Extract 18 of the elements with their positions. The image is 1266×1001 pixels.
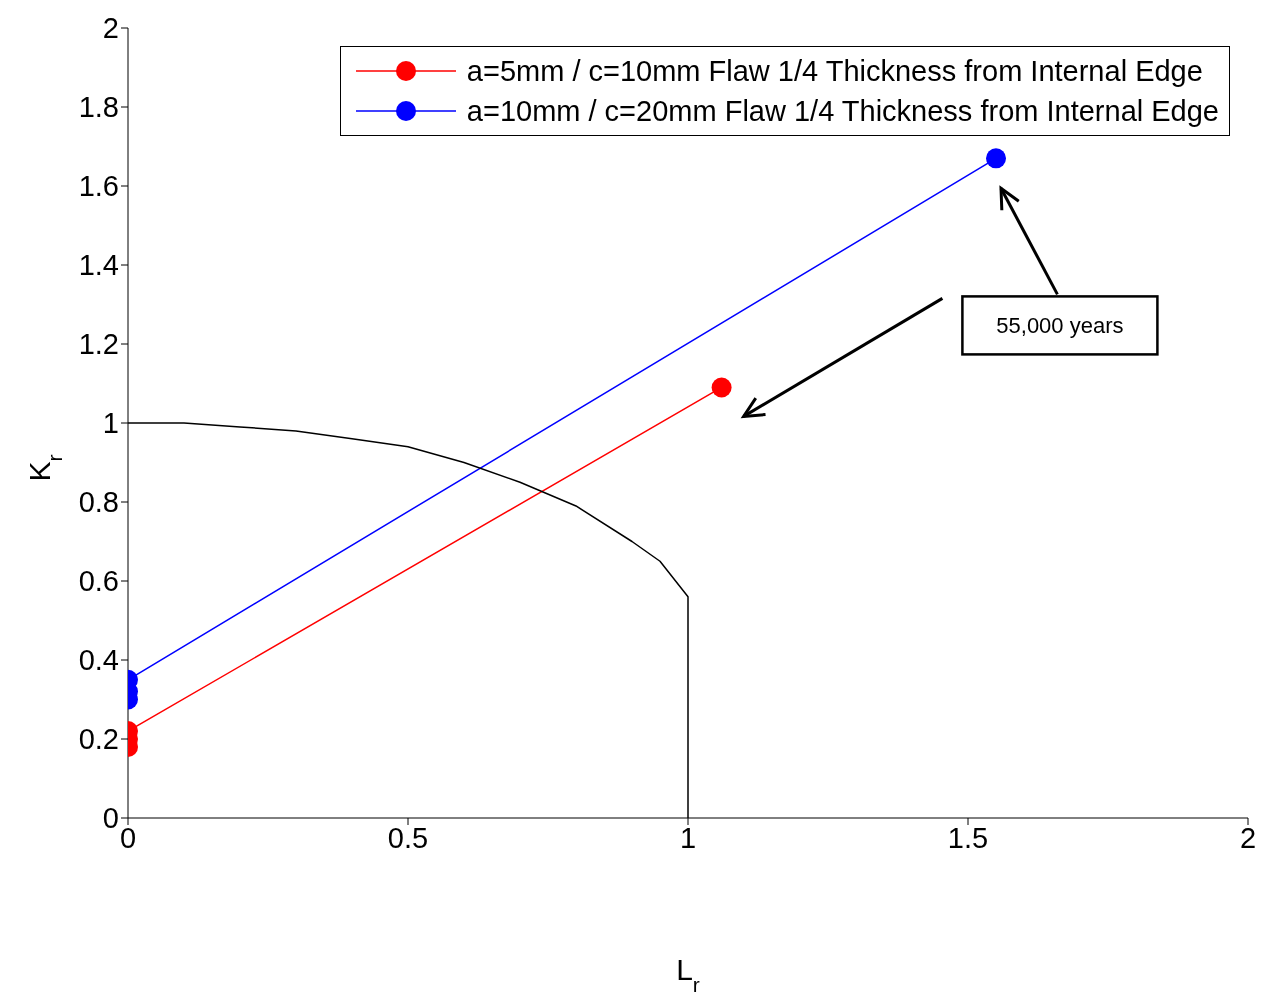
y-tick-label: 0.2 (78, 723, 119, 756)
y-tick-label: 0.8 (78, 486, 119, 519)
y-tick-label: 0.4 (78, 644, 119, 677)
x-tick-label: 1.5 (947, 821, 989, 854)
x-axis-title: L$_{r}$ (676, 953, 700, 996)
y-tick-label: 1.6 (78, 170, 119, 203)
annotation: 55,000 years (996, 313, 1124, 339)
x-tick-label: 2 (1239, 821, 1257, 854)
x-tick-label: 1 (679, 821, 697, 854)
y-tick-label: 1.8 (78, 91, 119, 124)
legend-label: a=10mm / c=20mm Flaw 1/4 Thickness from Internal Edge (466, 94, 1219, 129)
x-tick-label: 0.5 (387, 821, 429, 854)
y-tick-label: 0.6 (78, 565, 119, 598)
y-tick-label: 2 (102, 12, 119, 45)
legend-label: a=5mm / c=10mm Flaw 1/4 Thickness from Internal Edge (466, 54, 1203, 89)
y-tick-label: 1 (102, 407, 119, 440)
y-tick-label: 1.4 (78, 249, 119, 282)
y-tick-label: 1.2 (78, 328, 119, 361)
